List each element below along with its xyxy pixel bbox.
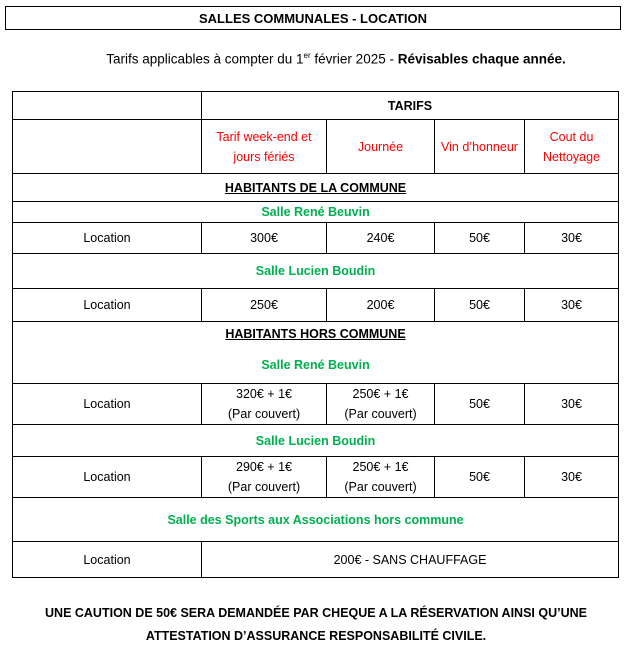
hall-name: Salle René Beuvin: [11, 201, 620, 223]
column-header: Vin d’honneur: [434, 119, 525, 174]
hall-name: Salle Lucien Boudin: [11, 424, 620, 457]
price: 290€ + 1€: [236, 460, 292, 474]
subtitle-text: Tarifs applicables à compter du 1: [106, 51, 304, 67]
notice-line: UNE CAUTION DE 50€ SERA DEMANDÉE PAR CHE…: [45, 606, 587, 620]
row-label: Location: [12, 288, 202, 322]
price: 250€ + 1€: [352, 387, 409, 401]
column-header: Journée: [326, 119, 435, 174]
price-cell: 50€: [434, 222, 525, 254]
column-header: Tarif week-end et jours fériés: [201, 119, 327, 174]
row-label: Location: [12, 383, 202, 425]
deposit-notice: UNE CAUTION DE 50€ SERA DEMANDÉE PAR CHE…: [0, 602, 632, 648]
subtitle: Tarifs applicables à compter du 1er févr…: [0, 51, 632, 67]
tariff-table: TARIFS Tarif week-end et jours fériés Jo…: [11, 91, 620, 578]
price-note: (Par couvert): [227, 407, 301, 421]
price: 320€ + 1€: [236, 387, 292, 401]
price-cell: 240€: [326, 222, 435, 254]
column-header: Cout du Nettoyage: [523, 119, 620, 174]
price-cell: 290€ + 1€ (Par couvert): [201, 456, 327, 498]
row-label: Location: [12, 456, 202, 498]
price-cell: 30€: [523, 383, 620, 425]
price: 250€ + 1€: [352, 460, 409, 474]
price-note: (Par couvert): [227, 480, 301, 494]
row-label: Location: [12, 222, 202, 254]
price-cell: 50€: [434, 456, 525, 498]
price-cell: 300€: [201, 222, 327, 254]
price-cell: 250€ + 1€ (Par couvert): [326, 383, 435, 425]
subtitle-sup: er: [303, 51, 311, 60]
price-cell: 30€: [523, 222, 620, 254]
price-cell: 50€: [434, 383, 525, 425]
price-cell: 50€: [434, 288, 525, 322]
price-note: (Par couvert): [344, 480, 417, 494]
subtitle-bold: Révisables chaque année.: [397, 51, 566, 67]
price-cell: 250€ + 1€ (Par couvert): [326, 456, 435, 498]
price-cell: 200€: [326, 288, 435, 322]
hall-name: Salle René Beuvin: [11, 346, 620, 384]
tarifs-header: TARIFS: [200, 91, 620, 120]
empty-cell: [12, 91, 202, 120]
row-label: Location: [12, 541, 202, 578]
hall-name: Salle Lucien Boudin: [11, 253, 620, 289]
notice-line: ATTESTATION D’ASSURANCE RESPONSABILITÉ C…: [145, 629, 487, 643]
subtitle-date: février 2025 -: [310, 51, 398, 67]
section-title: HABITANTS HORS COMMUNE: [11, 321, 620, 347]
price-cell: 320€ + 1€ (Par couvert): [201, 383, 327, 425]
price-cell: 30€: [523, 456, 620, 498]
price-cell: 30€: [523, 288, 620, 322]
hall-name: Salle des Sports aux Associations hors c…: [11, 497, 620, 542]
page-title: SALLES COMMUNALES - LOCATION: [5, 6, 621, 30]
price-note: (Par couvert): [344, 407, 417, 421]
price-cell: 250€: [201, 288, 327, 322]
section-title: HABITANTS DE LA COMMUNE: [11, 173, 620, 202]
empty-cell: [12, 119, 202, 174]
price-cell: 200€ - SANS CHAUFFAGE: [200, 541, 620, 578]
